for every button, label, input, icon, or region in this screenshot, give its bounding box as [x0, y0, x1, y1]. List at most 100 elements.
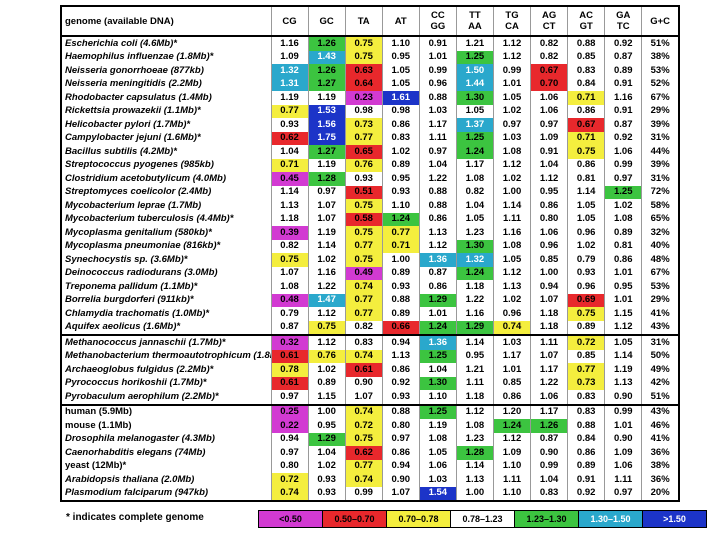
genome-name: Pyrococcus horikoshii (1.7Mb)* — [65, 377, 207, 389]
value-cell: 1.10 — [418, 390, 457, 405]
value-cell: 1.26 — [530, 419, 568, 433]
value-cell: 0.77 — [270, 104, 309, 118]
value-cell: 1.17 — [530, 363, 568, 377]
value-cell: 1.23 — [455, 432, 494, 446]
table-row: Pyrobaculum aerophilum (2.2Mb)* 0.97 1.15 1… — [61, 390, 679, 405]
value-cell: 1.13 — [270, 199, 309, 213]
gc-cell: 38% — [641, 459, 679, 473]
header-text: GA — [616, 10, 631, 21]
table-row: Neisseria gonorrhoeae (877kb) 1.32 1.26 0.6… — [61, 64, 679, 78]
value-cell: 1.05 — [492, 91, 531, 105]
value-cell: 0.65 — [344, 145, 383, 159]
value-cell: 0.83 — [567, 64, 605, 78]
value-cell: 0.91 — [530, 145, 568, 159]
value-cell: 0.74 — [492, 320, 531, 335]
genome-name: human (5.9Mb) — [61, 403, 271, 419]
value-cell: 0.97 — [530, 118, 568, 132]
value-cell: 1.04 — [418, 158, 457, 172]
value-cell: 0.90 — [604, 390, 642, 405]
genome-name: Mycoplasma genitalium (580kb)* — [65, 226, 212, 238]
value-cell: 0.80 — [530, 212, 568, 226]
value-cell: 0.90 — [381, 473, 420, 487]
value-cell: 0.89 — [307, 376, 346, 390]
value-cell: 1.22 — [307, 280, 346, 294]
value-cell: 0.80 — [270, 459, 309, 473]
value-cell: 1.12 — [455, 403, 494, 419]
table-row: Arabidopsis thaliana (2.0Mb) 0.72 0.93 0.74… — [61, 473, 679, 487]
value-cell: 0.84 — [567, 77, 605, 91]
value-cell: 0.72 — [567, 334, 605, 350]
value-cell: 1.12 — [492, 158, 531, 172]
value-cell: 1.06 — [604, 459, 642, 473]
value-cell: 1.04 — [530, 473, 568, 487]
header-text: G+C — [650, 15, 671, 27]
value-cell: 1.08 — [270, 280, 309, 294]
value-cell: 1.02 — [567, 239, 605, 253]
value-cell: 1.37 — [455, 118, 494, 132]
gc-cell: 36% — [641, 473, 679, 487]
header-cell: TG CA — [492, 6, 531, 37]
value-cell: 0.98 — [344, 104, 383, 118]
value-cell: 1.05 — [418, 446, 457, 460]
value-cell: 1.06 — [418, 459, 457, 473]
header-cell: GC — [307, 6, 346, 37]
value-cell: 0.69 — [567, 293, 605, 307]
gc-cell: 46% — [641, 419, 679, 433]
value-cell: 0.85 — [530, 253, 568, 267]
value-cell: 1.06 — [530, 91, 568, 105]
value-cell: 0.75 — [270, 253, 309, 267]
header-cell: genome (available DNA) — [60, 6, 271, 37]
legend-item: 0.50–0.70 — [322, 511, 386, 527]
value-cell: 1.07 — [307, 199, 346, 213]
value-cell: 0.92 — [604, 131, 642, 145]
value-cell: 0.72 — [344, 419, 383, 433]
value-cell: 1.21 — [455, 36, 494, 51]
header-text: AC — [579, 10, 594, 21]
value-cell: 0.93 — [307, 486, 346, 501]
value-cell: 1.03 — [492, 131, 531, 145]
value-cell: 1.32 — [455, 253, 494, 267]
gc-cell: 48% — [641, 253, 679, 267]
value-cell: 0.89 — [381, 158, 420, 172]
gc-cell: 51% — [641, 390, 679, 405]
value-cell: 1.19 — [418, 419, 457, 433]
genome-name: Pyrobaculum aerophilum (2.2Mb)* — [65, 390, 219, 402]
genome-name: Methanobacterium thermoautotrophicum (1.… — [65, 350, 271, 362]
value-cell: 0.49 — [344, 266, 383, 280]
gc-cell: 43% — [641, 403, 679, 419]
value-cell: 1.13 — [381, 349, 420, 363]
value-cell: 1.12 — [492, 50, 531, 64]
genome-name: Bacillus subtilis (4.2Mb)* — [65, 145, 177, 157]
value-cell: 0.87 — [530, 432, 568, 446]
value-cell: 1.13 — [604, 376, 642, 390]
value-cell: 0.88 — [567, 419, 605, 433]
value-cell: 1.14 — [567, 185, 605, 199]
genome-name: Deinococcus radiodurans (3.0Mb) — [65, 267, 218, 279]
value-cell: 0.89 — [604, 226, 642, 240]
value-cell: 1.07 — [381, 486, 420, 501]
value-cell: 0.22 — [270, 419, 309, 433]
value-cell: 0.70 — [530, 77, 568, 91]
gc-cell: 58% — [641, 199, 679, 213]
value-cell: 0.86 — [418, 280, 457, 294]
genome-name: Mycobacterium leprae (1.7Mb) — [65, 199, 202, 211]
value-cell: 1.43 — [307, 50, 346, 64]
gc-cell: 41% — [641, 432, 679, 446]
table-row: Aquifex aeolicus (1.6Mb)* 0.87 0.75 0.82 0.6… — [61, 320, 679, 335]
table-row: Plasmodium falciparum (947kb) 0.74 0.93 0.9… — [61, 486, 679, 501]
genome-name: Neisseria meningitidis (2.2Mb) — [65, 78, 202, 90]
value-cell: 1.23 — [455, 226, 494, 240]
value-cell: 1.27 — [307, 77, 346, 91]
value-cell: 0.75 — [344, 199, 383, 213]
value-cell: 1.16 — [307, 266, 346, 280]
table-row: yeast (12Mb)* 0.80 1.02 0.77 0.94 1.06 1.14 1.1… — [61, 459, 679, 473]
gc-cell: 50% — [641, 349, 679, 363]
genome-name: Mycobacterium tuberculosis (4.4Mb)* — [65, 213, 234, 225]
value-cell: 1.24 — [455, 145, 494, 159]
table-row: Borrelia burgdorferi (911kb)* 0.48 1.47 0.7… — [61, 293, 679, 307]
value-cell: 1.08 — [455, 419, 494, 433]
value-cell: 1.12 — [492, 36, 531, 51]
value-cell: 0.86 — [567, 158, 605, 172]
value-cell: 1.26 — [307, 64, 346, 78]
value-cell: 0.62 — [270, 131, 309, 145]
